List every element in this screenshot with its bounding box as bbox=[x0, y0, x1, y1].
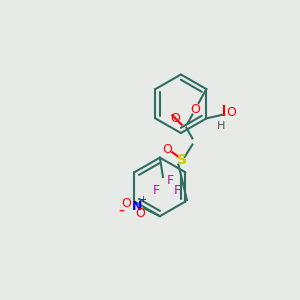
Text: O: O bbox=[170, 112, 180, 125]
Text: O: O bbox=[135, 207, 145, 220]
Text: +: + bbox=[140, 195, 146, 204]
Text: O: O bbox=[121, 197, 131, 210]
Text: O: O bbox=[163, 143, 172, 156]
Text: N: N bbox=[131, 200, 142, 213]
Text: -: - bbox=[118, 201, 124, 219]
Text: F: F bbox=[153, 184, 160, 196]
Text: O: O bbox=[190, 103, 200, 116]
Text: S: S bbox=[177, 153, 187, 167]
Text: F: F bbox=[173, 184, 181, 196]
Text: O: O bbox=[226, 106, 236, 119]
Text: H: H bbox=[217, 122, 225, 131]
Text: F: F bbox=[167, 174, 174, 187]
